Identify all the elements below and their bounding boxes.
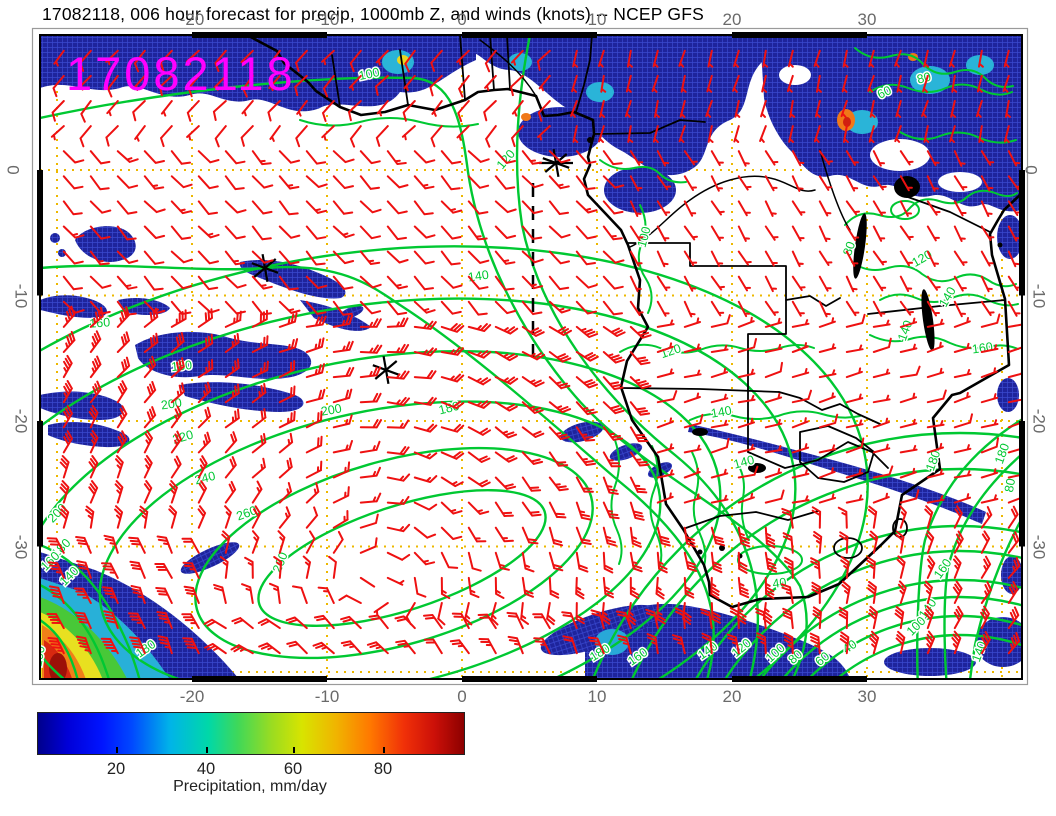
tick-band — [192, 32, 327, 38]
asterisk-marker — [372, 356, 400, 384]
lon-tick-label: 0 — [457, 10, 467, 29]
lat-tick-label: -10 — [1029, 283, 1049, 308]
lon-tick-label: -10 — [314, 10, 340, 29]
contour-label: 100 — [30, 645, 47, 668]
contour-label: 160 — [971, 340, 994, 357]
africa-coastline — [245, 35, 1022, 609]
lat-tick-label: -20 — [1029, 408, 1049, 434]
page-title: 17082118, 006 hour forecast for precip, … — [42, 4, 705, 24]
lat-tick-label: 0 — [3, 165, 23, 175]
wind-barb-field — [46, 49, 1022, 655]
colorbar-tick — [383, 747, 385, 753]
tick-band — [37, 170, 43, 296]
asterisk-marker — [251, 254, 279, 282]
lat-tick-label: -30 — [11, 534, 31, 559]
lon-tick-label: 20 — [722, 687, 742, 706]
wind-barbs — [46, 49, 1022, 655]
contour-label: 140 — [710, 403, 733, 420]
lat-tick-label: -10 — [11, 283, 31, 308]
tick-band — [37, 421, 43, 547]
colorbar-tick-label: 40 — [196, 760, 216, 778]
colorbar-label: Precipitation, mm/day — [173, 778, 327, 795]
lon-tick-label: 30 — [857, 687, 877, 706]
colorbar-tick — [116, 747, 118, 753]
lat-tick-label: -30 — [1029, 534, 1049, 559]
contour-label: 180 — [992, 441, 1012, 465]
outer-frame — [31, 27, 1029, 686]
tick-band — [732, 676, 867, 682]
rivers — [479, 39, 851, 248]
contour-label: 200 — [320, 401, 343, 418]
lon-tick-label: 10 — [587, 687, 607, 706]
colorbar-tick — [293, 747, 295, 753]
contour-label: 80 — [915, 70, 932, 87]
tick-band — [462, 32, 597, 38]
asterisk-marker — [539, 149, 573, 177]
tick-band — [1019, 421, 1025, 547]
country-borders — [331, 35, 1006, 559]
colorbar-tick-label: 80 — [373, 760, 393, 778]
colorbar-tick-label: 20 — [106, 760, 126, 778]
contour-label: 100 — [358, 65, 381, 83]
lon-tick-label: 20 — [722, 10, 742, 29]
tick-band — [462, 676, 597, 682]
lon-tick-label: 30 — [857, 10, 877, 29]
map-frame — [37, 32, 1025, 682]
contour-label: 240 — [193, 469, 217, 488]
colorbar-tick-label: 60 — [283, 760, 303, 778]
lon-tick-label: 10 — [587, 10, 607, 29]
colorbar-tick — [206, 747, 208, 753]
lon-tick-label: -20 — [179, 10, 205, 29]
lat-tick-label: -20 — [11, 408, 31, 434]
tick-band — [192, 676, 327, 682]
contour-label: 140 — [467, 268, 490, 285]
lon-tick-label: -20 — [179, 687, 205, 706]
lat-tick-label: 0 — [1021, 165, 1041, 175]
contour-label: 120 — [494, 147, 518, 172]
precip-colorbar — [37, 712, 465, 755]
lon-tick-label: 0 — [457, 687, 467, 706]
tick-band — [732, 32, 867, 38]
contour-label: 80 — [1002, 477, 1018, 493]
lon-tick-label: -10 — [314, 687, 340, 706]
tick-band — [1019, 170, 1025, 296]
init-time-overlay: 17082118 — [66, 47, 296, 100]
contour-label: 80 — [840, 240, 858, 258]
